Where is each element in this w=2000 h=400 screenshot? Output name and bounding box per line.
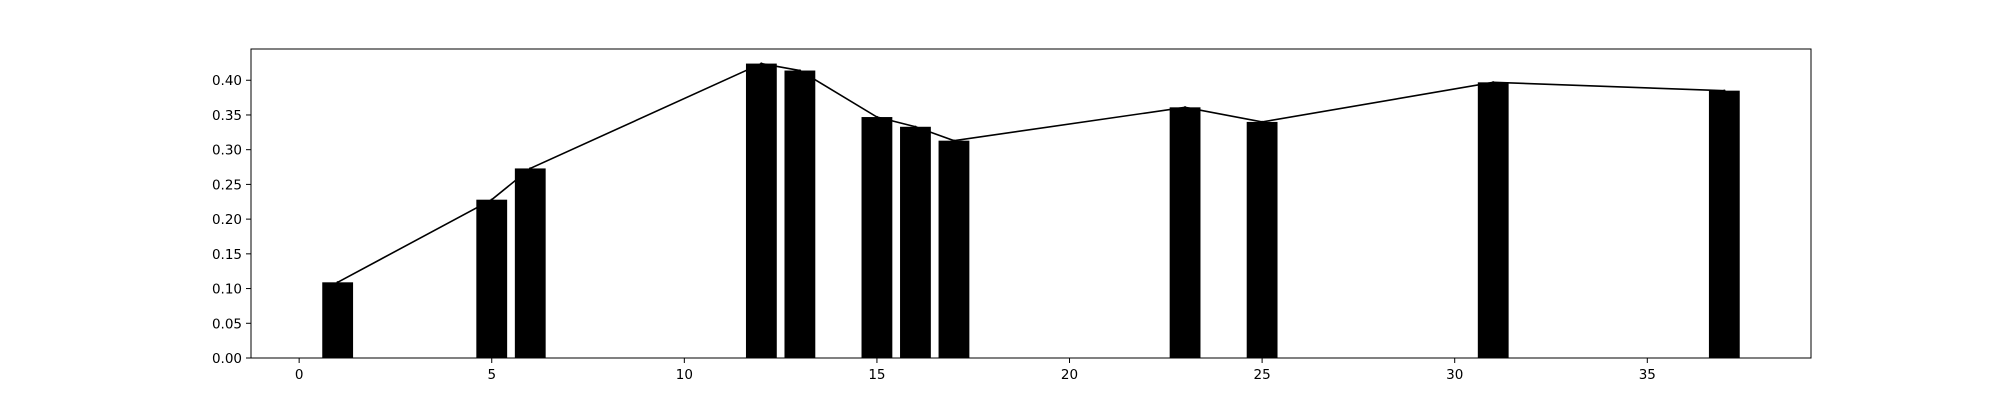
y-tick-label: 0.35 (212, 108, 242, 124)
bar (861, 117, 893, 358)
bar (938, 140, 970, 358)
bar (514, 168, 546, 358)
bar (745, 63, 777, 358)
bar-group (322, 63, 1740, 359)
y-axis-ticks: 0.00 0.05 0.10 0.15 0.20 0.25 0.30 0.35 0.40 (212, 73, 251, 367)
bar (476, 199, 508, 358)
x-tick-label: 10 (676, 367, 693, 383)
line-point (529, 167, 532, 170)
bar (784, 70, 816, 358)
x-axis-ticks: 0 5 10 15 20 25 30 35 (295, 358, 1656, 383)
line-point (760, 62, 763, 65)
y-tick-label: 0.30 (212, 143, 242, 159)
line-point (875, 115, 879, 119)
line-point (1260, 120, 1264, 124)
bar (900, 126, 931, 359)
bar (1708, 90, 1740, 359)
y-tick-label: 0.15 (212, 247, 242, 263)
x-tick-label: 15 (868, 367, 885, 383)
x-tick-label: 20 (1061, 367, 1078, 383)
line-point (1183, 106, 1187, 109)
line-point (490, 198, 493, 201)
y-tick-label: 0.00 (212, 351, 242, 367)
y-tick-label: 0.25 (212, 177, 242, 193)
line-point (1723, 89, 1726, 92)
plot-frame (250, 48, 1812, 359)
y-tick-label: 0.40 (212, 73, 242, 89)
line-point (798, 69, 802, 72)
y-tick-label: 0.05 (212, 316, 242, 332)
line-point (914, 125, 917, 128)
series-line (337, 62, 1725, 284)
line-point (336, 281, 339, 284)
x-tick-label: 30 (1446, 367, 1463, 383)
line-group (336, 62, 1726, 284)
bar (1246, 121, 1278, 358)
line-point (952, 139, 956, 142)
bar (1477, 82, 1509, 359)
x-tick-label: 25 (1254, 367, 1271, 383)
x-tick-label: 5 (487, 367, 496, 383)
y-tick-label: 0.10 (212, 282, 242, 298)
y-tick-label: 0.20 (212, 212, 242, 228)
bar (322, 282, 354, 358)
x-tick-label: 35 (1639, 367, 1656, 383)
x-tick-label: 0 (295, 367, 304, 383)
line-point (1492, 81, 1495, 84)
bar (1169, 107, 1201, 358)
